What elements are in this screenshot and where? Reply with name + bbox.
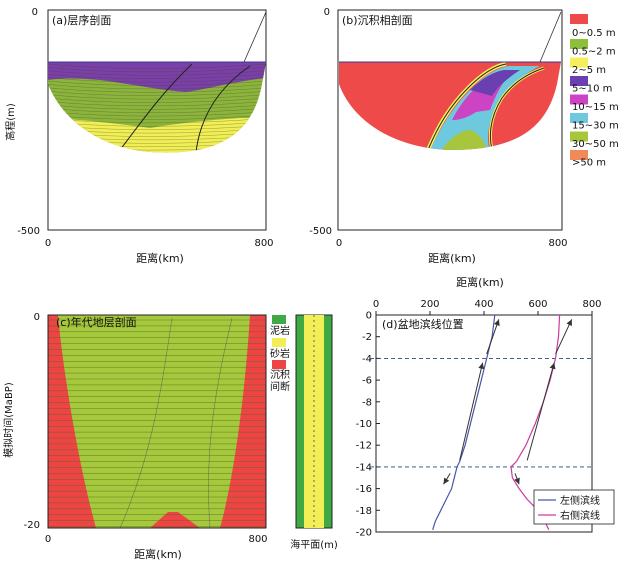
- panel-d-arrow: [459, 362, 484, 461]
- panel-d-ytick: -6: [362, 376, 372, 387]
- panel-c-ylabel: 模拟时间(MaBP): [2, 382, 15, 458]
- panel-b: (b)沉积相剖面 0 -500 0 800 距离(km) 0~0.5 m 0.5~…: [309, 7, 618, 265]
- panel-d-xtick: 800: [582, 299, 601, 310]
- panel-a-boundary-line: [119, 63, 193, 151]
- panel-d-arrow-head: [566, 319, 572, 327]
- panel-b-boundary-line: [489, 67, 545, 150]
- panel-b-ytick: -500: [309, 226, 332, 237]
- panel-d-ytick: -4: [362, 354, 372, 365]
- panel-d-arrows: [443, 319, 573, 485]
- panel-c-xtick: 800: [248, 534, 267, 545]
- panel-d-xtick: 400: [474, 299, 493, 310]
- panel-a: (a)层序剖面 0 -500 0 800 距离(km) 高程(m): [4, 7, 274, 265]
- panel-c: (c)年代地层剖面 0 -20 0 800 距离(km) 模拟时间(MaBP) …: [2, 312, 338, 561]
- panel-d-xtick: 600: [528, 299, 547, 310]
- panel-d-legend-label: 右侧滨线: [560, 509, 600, 522]
- panel-d-arrow: [486, 319, 500, 355]
- panel-c-title: (c)年代地层剖面: [56, 315, 137, 329]
- panel-d-xtick: 200: [420, 299, 439, 310]
- panel-c-xlabel: 距离(km): [134, 547, 182, 561]
- panel-b-xlabel: 距离(km): [428, 251, 476, 265]
- panel-a-xtick: 0: [45, 238, 51, 249]
- panel-c-sea-level-strip: [295, 314, 333, 529]
- panel-b-title: (b)沉积相剖面: [342, 13, 413, 27]
- panel-d-ticks: 0 200 400 600 800 0 -2 -4 -6 -8 -10 -12 -14 -16 -18 -20: [356, 299, 602, 539]
- panel-a-ytick: 0: [32, 7, 38, 18]
- panel-d-arrow-head: [494, 319, 500, 326]
- panel-c-legend-swatch: [272, 338, 286, 347]
- panel-c-legend-label: 泥岩: [270, 324, 290, 337]
- panel-d-ytick: -10: [356, 419, 372, 430]
- panel-b-ytick: 0: [324, 7, 330, 18]
- panel-b-legend-swatch: [570, 113, 588, 123]
- panel-d-ytick: -20: [356, 528, 372, 539]
- panel-c-xtick: 0: [45, 534, 51, 545]
- panel-d-ytick: -2: [362, 332, 372, 343]
- panel-c-legend-swatch: [272, 315, 286, 324]
- panel-b-boundary-line: [427, 63, 507, 150]
- panel-b-legend-label: 0~0.5 m: [572, 28, 616, 39]
- panel-a-title: (a)层序剖面: [52, 13, 111, 27]
- panel-c-shoreline-trace: [208, 317, 233, 528]
- panel-b-slope-line: [539, 11, 562, 63]
- panel-b-legend-label: 5~10 m: [572, 84, 612, 95]
- panel-a-xlabel: 距离(km): [136, 251, 184, 265]
- panel-d-ytick: -14: [356, 462, 372, 473]
- panel-d-arrow-head: [514, 477, 520, 485]
- panel-b-legend-swatch: [570, 14, 588, 24]
- panel-c-ytick: -20: [24, 520, 40, 531]
- panel-a-ylabel: 高程(m): [4, 103, 17, 141]
- panel-b-legend-label: 15~30 m: [572, 121, 619, 132]
- panel-c-legend-label: 沉积: [270, 368, 290, 381]
- panel-a-ytick: -500: [17, 226, 40, 237]
- panel-d: 距离(km) 0 200 400 600 800 0 -2 -4 -6 -8 -10 -12 -14 -1…: [356, 275, 615, 539]
- panel-c-ytick: 0: [34, 312, 40, 323]
- panel-b-legend: 0~0.5 m 0.5~2 m 2~5 m 5~10 m 10~15 m 15~30 m 3…: [570, 14, 619, 169]
- panel-d-legend: 左侧滨线 右侧滨线: [533, 489, 615, 525]
- panel-d-arrow: [526, 362, 555, 461]
- panel-d-ytick: -18: [356, 506, 372, 517]
- panel-b-legend-swatch: [570, 94, 588, 105]
- panel-b-legend-label: 10~15 m: [572, 102, 619, 113]
- panel-c-legend-label: 间断: [270, 380, 290, 393]
- panel-b-xtick: 800: [548, 238, 567, 249]
- panel-d-ytick: -8: [362, 397, 372, 408]
- panel-b-legend-swatch: [570, 131, 588, 142]
- panel-c-legend-label: 砂岩: [270, 347, 290, 360]
- panel-d-arrow-head: [443, 477, 450, 485]
- panel-b-legend-label: 30~50 m: [572, 139, 619, 150]
- panel-b-legend-swatch: [570, 57, 588, 68]
- panel-c-legend-swatch: [272, 360, 286, 369]
- panel-a-boundary-line: [195, 65, 251, 153]
- panel-d-arrow-head: [549, 362, 556, 370]
- panel-d-ytick: -16: [356, 484, 372, 495]
- panel-d-xlabel: 距离(km): [456, 275, 504, 289]
- panel-c-time-lines: [48, 319, 266, 527]
- panel-d-ytick: -12: [356, 441, 372, 452]
- panel-b-legend-label: >50 m: [572, 158, 606, 169]
- panel-b-legend-swatch: [570, 76, 588, 86]
- panel-a-slope-line: [243, 11, 267, 63]
- panel-b-legend-swatch: [570, 39, 588, 49]
- panel-d-ytick: 0: [366, 311, 372, 322]
- panel-d-xtick: 0: [373, 299, 379, 310]
- panel-d-series-line: [432, 314, 496, 530]
- panel-a-xtick: 800: [254, 238, 273, 249]
- panel-b-legend-swatch: [570, 150, 588, 160]
- panel-c-sea-level-label: 海平面(m): [290, 538, 338, 551]
- panel-d-arrow: [555, 319, 573, 355]
- panel-b-fill-green: [440, 130, 488, 150]
- panel-b-fill-purple: [470, 70, 520, 96]
- panel-d-legend-label: 左侧滨线: [560, 494, 600, 507]
- panel-d-arrow-head: [478, 362, 485, 370]
- panel-b-legend-label: 0.5~2 m: [572, 47, 616, 58]
- panel-c-frame: [47, 314, 267, 529]
- panel-c-shoreline-trace: [119, 317, 173, 528]
- panel-b-legend-label: 2~5 m: [572, 65, 606, 76]
- panel-d-title: (d)盆地滨线位置: [382, 317, 464, 331]
- panel-b-xtick: 0: [336, 238, 342, 249]
